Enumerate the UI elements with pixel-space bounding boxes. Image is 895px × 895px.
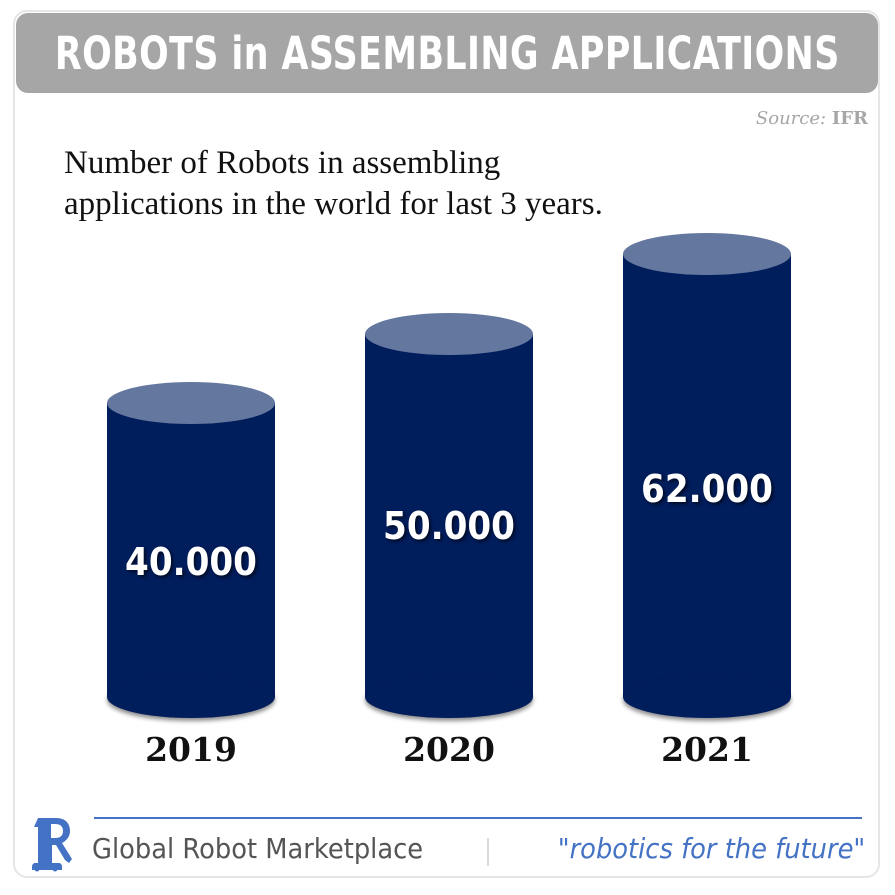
footer-divider-line (94, 817, 862, 819)
cylinder-body (107, 403, 275, 697)
brand-name: Global Robot Marketplace (92, 832, 424, 865)
source-value: IFR (831, 108, 868, 129)
cylinder-top (365, 313, 533, 355)
footer-separator (487, 838, 489, 866)
cylinder-base (107, 676, 275, 718)
source-label: Source: (755, 108, 827, 129)
x-axis-label-2020: 2020 (403, 730, 495, 769)
robot-r-logo-icon (32, 818, 72, 872)
x-axis-label-2019: 2019 (145, 730, 237, 769)
chart-subtitle: Number of Robots in assembling applicati… (64, 145, 603, 222)
bar-value-label: 50.000 (383, 504, 515, 548)
source-credit: Source: IFR (756, 108, 868, 129)
cylinder-body (623, 254, 791, 697)
bar-value-label: 62.000 (641, 467, 773, 511)
x-axis-label-2021: 2021 (661, 730, 753, 769)
cylinder-base (623, 676, 791, 718)
bar-value-label: 40.000 (125, 540, 257, 584)
page-title: ROBOTS in ASSEMBLING APPLICATIONS (54, 26, 840, 80)
cylinder-base (365, 676, 533, 718)
cylinder-top (107, 382, 275, 424)
title-bar: ROBOTS in ASSEMBLING APPLICATIONS (16, 13, 878, 93)
cylinder-body (365, 334, 533, 697)
cylinder-top (623, 233, 791, 275)
brand-tagline: "robotics for the future" (557, 832, 865, 865)
